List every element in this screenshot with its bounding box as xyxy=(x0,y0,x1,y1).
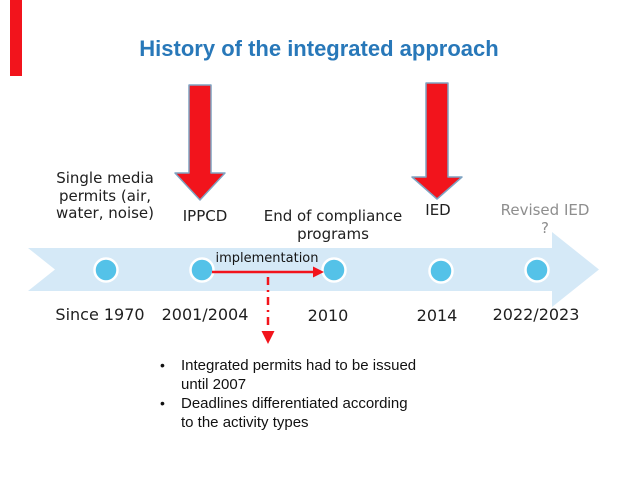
slide-title: History of the integrated approach xyxy=(139,36,499,61)
note-text: Deadlines differentiated according to th… xyxy=(181,395,408,431)
date-since-1970: Since 1970 xyxy=(55,305,145,324)
timeline-node xyxy=(428,258,454,284)
milestone-label-single-media: Single media permits (air, water, noise) xyxy=(55,169,155,222)
date-2022-2023: 2022/2023 xyxy=(492,305,580,324)
red-accent-bar xyxy=(10,0,22,76)
milestone-label-end-of-compliance: End of compliance programs xyxy=(263,207,403,243)
date-2001-2004: 2001/2004 xyxy=(161,305,249,324)
list-item: • Deadlines differentiated according to … xyxy=(160,394,472,432)
milestone-label-revised-ied: Revised IED ? xyxy=(500,201,590,237)
milestone-label-ied: IED xyxy=(425,201,451,219)
timeline-node xyxy=(321,257,347,283)
implementation-arrow-icon xyxy=(212,266,324,278)
dashed-drop-arrow-icon xyxy=(261,277,275,344)
implementation-label: implementation xyxy=(215,251,319,266)
date-2010: 2010 xyxy=(307,306,349,325)
date-2014: 2014 xyxy=(416,306,458,325)
timeline-node xyxy=(93,257,119,283)
down-arrow-ied-icon xyxy=(411,82,463,200)
notes-list: • Integrated permits had to be issued un… xyxy=(160,356,472,432)
timeline-node xyxy=(189,257,215,283)
note-text: Integrated permits had to be issued unti… xyxy=(181,357,417,393)
list-item: • Integrated permits had to be issued un… xyxy=(160,356,472,394)
bullet-icon: • xyxy=(160,395,165,411)
down-arrow-ippcd-icon xyxy=(174,84,226,201)
milestone-label-ippcd: IPPCD xyxy=(182,207,228,225)
bullet-icon: • xyxy=(160,357,165,373)
timeline-node xyxy=(524,257,550,283)
